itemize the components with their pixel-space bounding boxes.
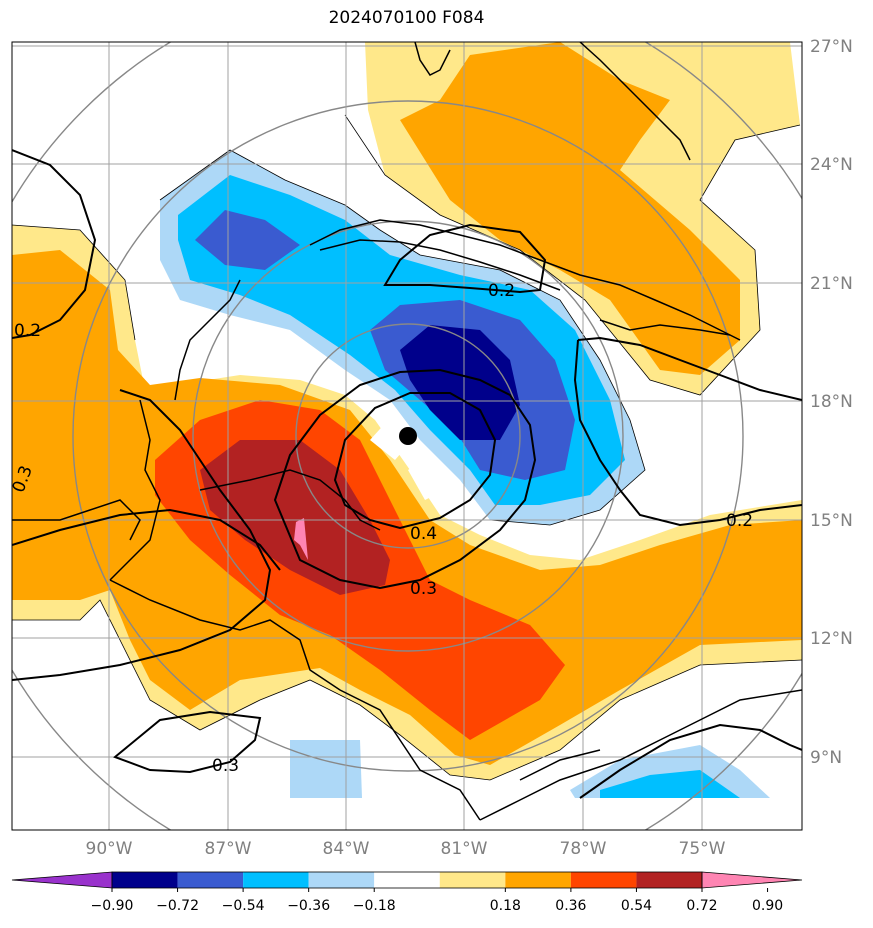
lat-label: 12°N xyxy=(810,629,853,649)
colorbar-swatch xyxy=(112,872,178,888)
range-rings xyxy=(12,42,802,830)
colorbar-tick-label: −0.36 xyxy=(287,898,330,914)
contour-label-2: 0.4 xyxy=(410,524,437,544)
colorbar: −0.90 −0.72 −0.54 −0.36 −0.18 0.18 0.36 0.54 0.7… xyxy=(11,871,803,914)
latitude-labels: 27°N 24°N 21°N 18°N 15°N 12°N 9°N xyxy=(810,37,853,768)
contour-labels: 0.2 0.2 0.4 0.3 0.3 0.2 0.3 xyxy=(9,281,753,776)
lon-label: 75°W xyxy=(679,839,726,859)
lat-label: 27°N xyxy=(810,37,853,57)
colorbar-tick-label: −0.90 xyxy=(91,898,134,914)
colorbar-extend-high xyxy=(701,871,803,889)
lon-label: 78°W xyxy=(560,839,607,859)
colorbar-tick-label: 0.54 xyxy=(621,898,652,914)
map-plot-area xyxy=(12,42,802,830)
fill-pink xyxy=(294,518,308,560)
fill-white-hole xyxy=(370,418,408,460)
map-title: 2024070100 F084 xyxy=(328,8,485,28)
lat-label: 15°N xyxy=(810,511,853,531)
gridlines xyxy=(12,42,802,830)
colorbar-tick-label: 0.90 xyxy=(752,898,783,914)
lon-label: 90°W xyxy=(86,839,133,859)
contour-label-3: 0.3 xyxy=(410,579,437,599)
colorbar-swatch xyxy=(439,872,506,888)
coastlines xyxy=(12,42,802,821)
colorbar-tick-label: 0.72 xyxy=(686,898,717,914)
contour-label-1: 0.2 xyxy=(14,321,41,341)
contour-label-0: 0.2 xyxy=(488,281,515,301)
fill-dark-blue xyxy=(400,325,520,440)
colorbar-frame xyxy=(111,871,703,889)
fill-orange xyxy=(12,42,802,765)
colorbar-extend-low xyxy=(11,871,113,889)
contour-label-5: 0.2 xyxy=(726,511,753,531)
colorbar-swatch xyxy=(505,872,571,888)
lat-label: 21°N xyxy=(810,274,853,294)
lat-label: 9°N xyxy=(810,748,842,768)
colorbar-swatch xyxy=(374,872,440,888)
colorbar-swatch xyxy=(308,872,375,888)
lon-label: 81°W xyxy=(441,839,488,859)
lat-label: 18°N xyxy=(810,392,853,412)
contour-label-4: 0.3 xyxy=(212,756,239,776)
plot-frame xyxy=(11,41,803,831)
colorbar-tick-label: −0.18 xyxy=(353,898,396,914)
colorbar-swatch xyxy=(636,872,702,888)
fill-white-hole-2 xyxy=(408,455,445,500)
lat-label: 24°N xyxy=(810,155,853,175)
thick-contours xyxy=(12,149,802,799)
colorbar-swatch xyxy=(570,872,637,888)
colorbar-tick-label: 0.36 xyxy=(555,898,586,914)
colorbar-tick-label: −0.72 xyxy=(156,898,199,914)
storm-center-marker xyxy=(399,427,417,445)
thin-contour-lines xyxy=(12,114,802,781)
fill-dark-red xyxy=(200,440,390,595)
colorbar-swatch xyxy=(243,872,309,888)
longitude-labels: 90°W 87°W 84°W 81°W 78°W 75°W xyxy=(86,839,726,859)
colorbar-tick-label: 0.18 xyxy=(490,898,521,914)
colorbar-tick-label: −0.54 xyxy=(222,898,265,914)
lon-label: 87°W xyxy=(205,839,252,859)
colorbar-swatch xyxy=(177,872,244,888)
lon-label: 84°W xyxy=(323,839,370,859)
